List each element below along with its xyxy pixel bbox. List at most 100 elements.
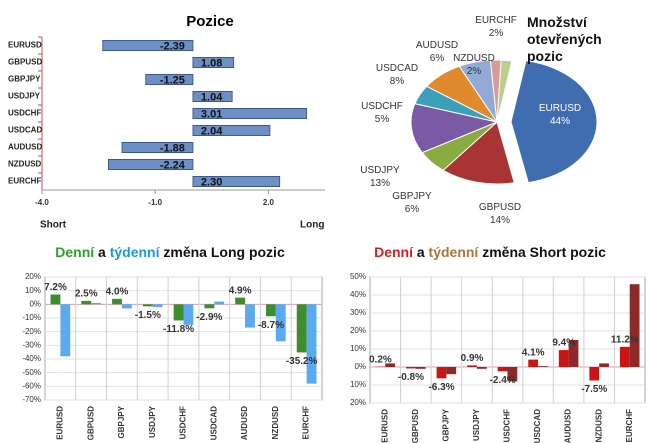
y-tick-label: -10% [22,313,41,322]
title-part: a [98,244,106,260]
x-tick-label: NZDUSD [271,406,280,440]
value-label: -1.5% [135,310,161,321]
bar [183,304,194,325]
value-label: 7.2% [44,282,67,293]
x-tick-label: USDCAD [533,409,542,443]
x-tick-label: GBPUSD [86,406,95,440]
bar [142,304,153,307]
value-label: 1.08 [201,57,222,69]
bar [275,304,286,342]
bar [436,367,447,379]
axis-annotation: Short [40,220,67,231]
bar [528,359,539,367]
value-label: 2.5% [75,289,98,300]
y-tick-label: -50% [22,368,41,377]
x-tick-label: NZDUSD [594,409,603,443]
slice-label: USDCAD 8% [376,63,418,87]
bar [497,367,508,372]
bar [385,363,396,367]
slice-value: 8% [390,76,405,87]
value-label: -2.9% [196,312,222,323]
slice-label: GBPUSD 14% [479,202,521,226]
bar [192,57,235,69]
x-tick-label: USDCHF [503,409,512,442]
bar [192,125,271,137]
category-label: NZDUSD [8,160,42,169]
category-label: GBPUSD [8,58,42,67]
y-tick-label: 0% [29,299,41,308]
title-part: změna Long pozic [163,244,285,260]
slice-name: USDCAD [376,63,418,74]
slice-value: 2% [489,28,504,39]
bar [507,367,518,382]
slice-value: 44% [550,116,570,127]
x-tick-label: USDJPY [148,405,157,438]
bar [192,175,281,187]
y-tick-label: 40% [350,290,366,299]
x-tick-label: EURUSD [380,409,389,443]
value-label: 9.4% [552,338,575,349]
x-tick-label: GBPJPY [441,408,450,441]
pie-slice [510,60,598,184]
slice-value: 6% [430,53,445,64]
category-label: EURCHF [8,177,41,186]
title-part: týdenní [109,244,160,260]
x-tick-label: GBPUSD [411,409,420,443]
slice-label: EURUSD 44% [539,103,581,127]
bar [121,304,132,309]
x-tick-label: 2.0 [263,198,275,207]
bar [467,365,477,367]
y-tick-label: -60% [22,381,41,390]
y-tick-label: 20% [350,398,366,407]
y-tick-label: 0% [354,362,366,371]
pie-slice [410,103,499,154]
bar [91,302,102,305]
x-tick-label: USDCHF [179,406,188,439]
y-tick-label: 20% [25,272,41,281]
y-tick-label: 30% [350,308,366,317]
value-label: -8.7% [258,320,284,331]
slice-label: GBPJPY 6% [392,191,432,215]
bar [192,108,307,120]
bar [568,340,579,367]
category-label: USDCAD [8,126,42,135]
bar [538,366,548,367]
title-part: Denní [374,244,413,260]
x-tick-label: EURCHF [302,406,311,439]
value-label: -7.5% [581,384,607,395]
bar [145,74,194,86]
bar [619,346,630,367]
bar [589,367,600,381]
value-label: 3.01 [201,108,222,120]
x-tick-label: USDJPY [472,408,481,441]
bar [235,297,246,305]
category-label: AUDUSD [8,143,42,152]
bar [60,304,71,357]
slice-value: 14% [490,215,510,226]
value-label: 4.0% [106,287,129,298]
value-label: -6.3% [428,382,454,393]
bar [50,294,61,305]
value-label: -11.8% [163,324,194,335]
bar [265,304,276,317]
slice-name: EURUSD [539,103,581,114]
value-label: 1.04 [201,91,223,103]
value-label: 4.1% [522,347,545,358]
bar [81,300,92,305]
axis-annotation: Long [300,220,324,231]
slice-name: EURCHF [475,15,517,26]
bar [214,301,225,305]
value-label: 2.30 [201,176,222,188]
chart-title: Denní a týdenní změna Long pozic [0,244,340,260]
bar [121,141,194,153]
bar [306,304,317,384]
category-label: GBPJPY [8,75,41,84]
slice-name: USDJPY [360,165,400,176]
bar [296,304,307,353]
x-tick-label: USDCAD [209,406,218,440]
value-label: 2.04 [201,125,223,137]
title-part: Denní [55,244,95,260]
slice-name: USDCHF [361,101,403,112]
slice-label: EURCHF 2% [475,15,517,39]
y-tick-label: 10% [25,286,41,295]
